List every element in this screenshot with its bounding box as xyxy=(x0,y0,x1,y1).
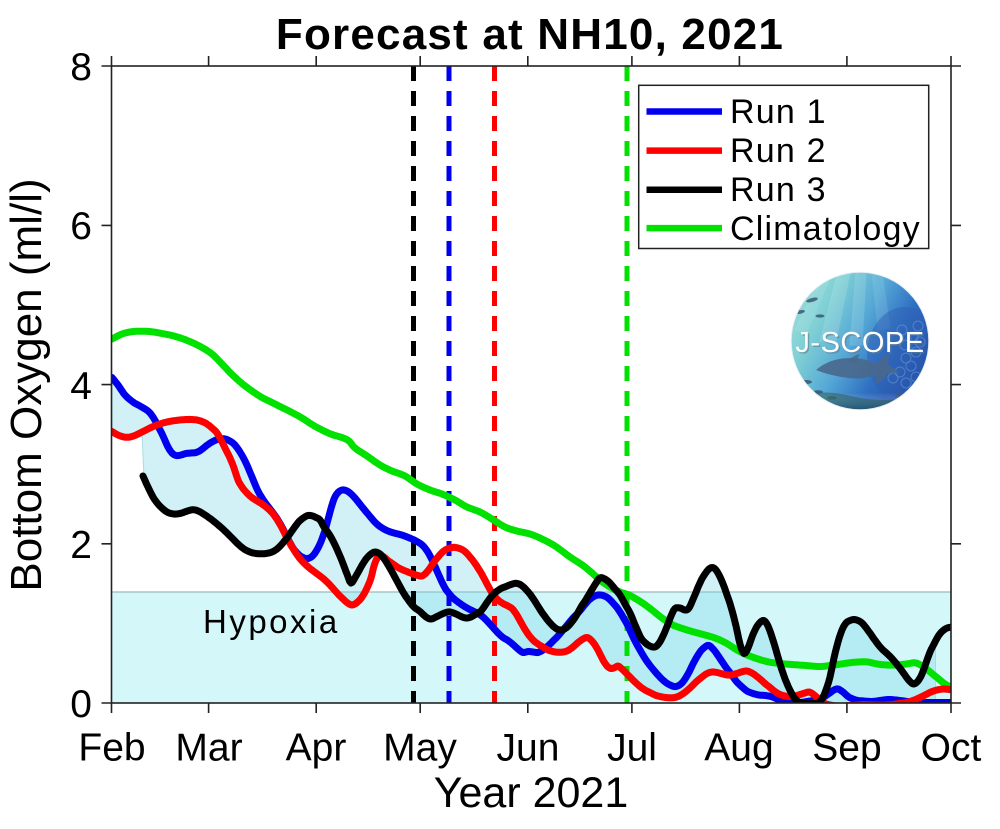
svg-text:6: 6 xyxy=(70,205,92,248)
svg-text:4: 4 xyxy=(70,365,92,408)
svg-text:J-SCOPE: J-SCOPE xyxy=(797,329,926,361)
svg-text:Run 1: Run 1 xyxy=(730,93,827,131)
svg-text:Hypoxia: Hypoxia xyxy=(203,603,340,640)
svg-text:Aug: Aug xyxy=(704,727,773,770)
svg-text:Jun: Jun xyxy=(497,727,560,770)
svg-text:Bottom Oxygen (ml/l): Bottom Oxygen (ml/l) xyxy=(2,178,51,591)
svg-text:2: 2 xyxy=(70,524,92,567)
svg-text:Jul: Jul xyxy=(607,727,657,770)
svg-text:Forecast at NH10, 2021: Forecast at NH10, 2021 xyxy=(276,10,784,59)
svg-text:Sep: Sep xyxy=(812,727,881,770)
svg-text:J-SCOPE: J-SCOPE xyxy=(795,327,924,359)
svg-text:Climatology: Climatology xyxy=(730,210,921,248)
svg-text:Run 2: Run 2 xyxy=(730,132,827,170)
svg-text:Apr: Apr xyxy=(286,727,347,770)
svg-text:Oct: Oct xyxy=(921,727,982,770)
svg-text:May: May xyxy=(383,727,457,770)
svg-text:Mar: Mar xyxy=(175,727,242,770)
svg-text:Year 2021: Year 2021 xyxy=(434,769,629,817)
svg-text:Run 3: Run 3 xyxy=(730,171,827,209)
svg-text:0: 0 xyxy=(70,683,92,726)
svg-text:Feb: Feb xyxy=(78,727,145,770)
svg-text:8: 8 xyxy=(70,46,92,89)
